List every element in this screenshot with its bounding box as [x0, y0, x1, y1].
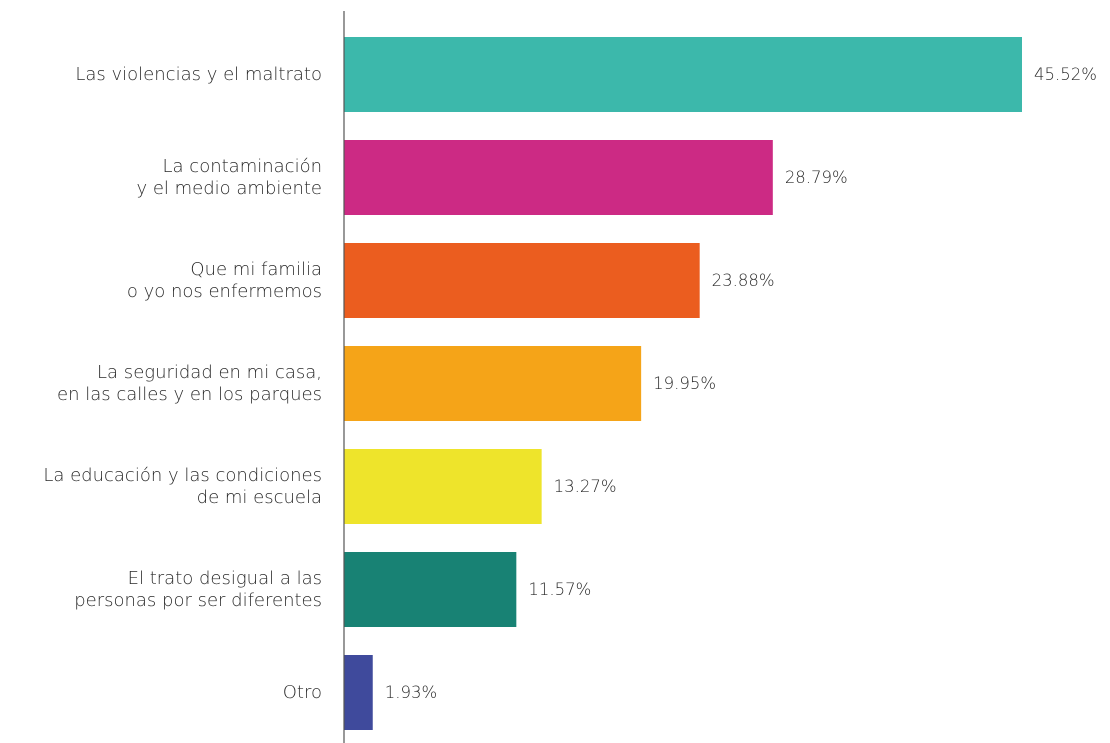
category-label-line: y el medio ambiente	[136, 178, 322, 199]
bars-group	[344, 37, 1022, 730]
category-label-line: El trato desigual a las	[128, 568, 322, 589]
category-label-line: Que mi familia	[190, 259, 322, 280]
category-label-2: Que mi familia o yo nos enfermemos	[127, 259, 322, 302]
category-label-0: Las violencias y el maltrato	[75, 64, 322, 85]
bar-2	[344, 243, 700, 318]
value-label-4: 13.27%	[554, 477, 617, 496]
category-label-5: El trato desigual a las personas por ser …	[74, 568, 322, 611]
category-label-line: Las violencias y el maltrato	[75, 64, 322, 85]
category-label-line: o yo nos enfermemos	[127, 281, 322, 302]
category-label-line: La contaminación	[163, 156, 322, 177]
value-label-2: 23.88%	[712, 271, 775, 290]
category-label-6: Otro	[283, 682, 322, 703]
category-label-line: de mi escuela	[197, 487, 322, 508]
value-labels-group: 45.52% 28.79% 23.88% 19.95% 13.27% 11.57% 1.93…	[385, 65, 1097, 702]
bar-5	[344, 552, 517, 627]
category-label-line: La educación y las condiciones	[43, 465, 322, 486]
bar-1	[344, 140, 773, 215]
value-label-5: 11.57%	[528, 580, 591, 599]
value-label-0: 45.52%	[1034, 65, 1097, 84]
bar-4	[344, 449, 542, 524]
value-label-1: 28.79%	[785, 168, 848, 187]
category-label-1: La contaminación y el medio ambiente	[136, 156, 322, 199]
value-label-6: 1.93%	[385, 683, 437, 702]
category-labels-group: Las violencias y el maltrato La contamina…	[43, 64, 322, 703]
category-label-line: en las calles y en los parques	[57, 384, 322, 405]
category-label-line: personas por ser diferentes	[74, 590, 322, 611]
category-label-4: La educación y las condiciones de mi escu…	[43, 465, 322, 508]
value-label-3: 19.95%	[653, 374, 716, 393]
category-label-line: Otro	[283, 682, 322, 703]
bar-6	[344, 655, 373, 730]
category-label-3: La seguridad en mi casa, en las calles y …	[57, 362, 322, 405]
category-label-line: La seguridad en mi casa,	[97, 362, 322, 383]
bar-0	[344, 37, 1022, 112]
bar-3	[344, 346, 642, 421]
